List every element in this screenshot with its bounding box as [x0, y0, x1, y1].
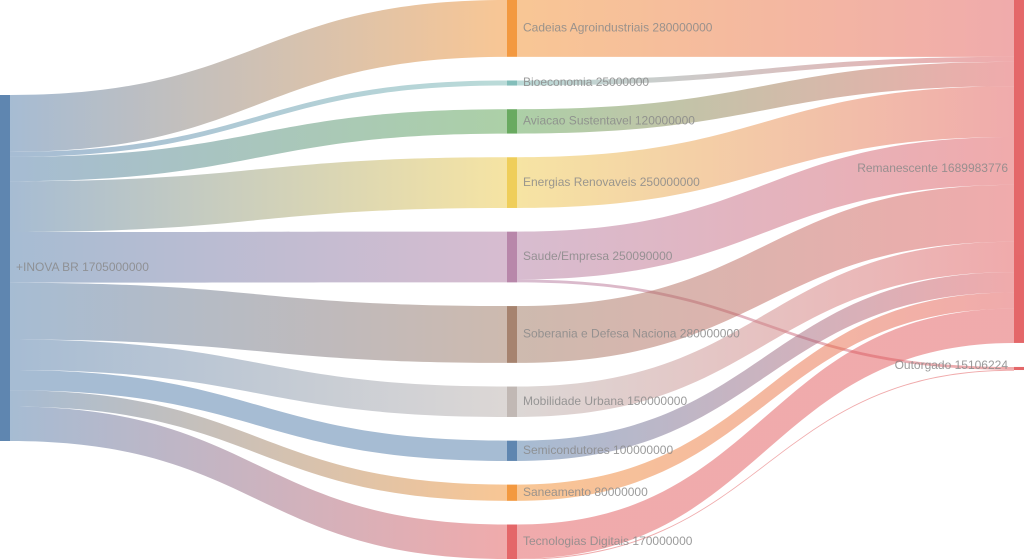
link-tecnologias-to-outorgado[interactable] [517, 369, 1014, 559]
node-inova[interactable] [0, 95, 10, 441]
node-label-saneamento: Saneamento 80000000 [523, 485, 648, 499]
node-label-inova: +INOVA BR 1705000000 [16, 260, 149, 274]
link-inova-to-semi[interactable] [10, 369, 507, 461]
link-inova-to-cadeias[interactable] [10, 0, 507, 152]
node-mobilidade[interactable] [507, 386, 517, 417]
link-inova-to-tecnologias[interactable] [10, 406, 507, 559]
link-inova-to-soberania[interactable] [10, 282, 507, 363]
node-cadeias[interactable] [507, 0, 517, 57]
link-inova-to-energias[interactable] [10, 157, 507, 232]
node-aviacao[interactable] [507, 109, 517, 134]
node-label-energias: Energias Renovaveis 250000000 [523, 175, 700, 189]
link-mobilidade-to-remanescente[interactable] [517, 241, 1014, 417]
link-inova-to-bioeco[interactable] [10, 80, 507, 157]
link-saneamento-to-remanescente[interactable] [517, 292, 1014, 501]
node-label-saude: Saude/Empresa 250090000 [523, 249, 673, 263]
labels-layer: +INOVA BR 1705000000 Cadeias Agroindustri… [16, 21, 1008, 548]
node-semi[interactable] [507, 440, 517, 461]
node-label-outorgado: Outorgado 15106224 [895, 358, 1009, 372]
link-aviacao-to-remanescente[interactable] [517, 61, 1014, 134]
link-inova-to-saneamento[interactable] [10, 390, 507, 501]
node-outorgado[interactable] [1014, 366, 1024, 371]
link-cadeias-to-remanescente[interactable] [517, 0, 1014, 57]
link-inova-to-mobilidade[interactable] [10, 339, 507, 417]
node-saneamento[interactable] [507, 484, 517, 501]
node-label-cadeias: Cadeias Agroindustriais 280000000 [523, 21, 713, 35]
link-energias-to-remanescente[interactable] [517, 86, 1014, 208]
node-label-bioeco: Bioeconomia 25000000 [523, 75, 649, 89]
link-bioeco-to-remanescente[interactable] [517, 56, 1014, 86]
node-tecnologias[interactable] [507, 524, 517, 559]
node-energias[interactable] [507, 157, 517, 208]
node-saude[interactable] [507, 231, 517, 283]
node-soberania[interactable] [507, 306, 517, 363]
node-bioeco[interactable] [507, 80, 517, 86]
link-inova-to-saude[interactable] [10, 231, 507, 283]
node-label-mobilidade: Mobilidade Urbana 150000000 [523, 394, 687, 408]
node-label-remanescente: Remanescente 1689983776 [857, 161, 1008, 175]
link-inova-to-aviacao[interactable] [10, 109, 507, 182]
link-saude-to-remanescente[interactable] [517, 136, 1014, 280]
node-label-tecnologias: Tecnologias Digitais 170000000 [523, 534, 693, 548]
link-soberania-to-remanescente[interactable] [517, 184, 1014, 363]
node-label-semi: Semicondutores 100000000 [523, 443, 673, 457]
node-remanescente[interactable] [1014, 0, 1024, 343]
node-label-aviacao: Aviacao Sustentavel 120000000 [523, 114, 695, 128]
node-label-soberania: Soberania e Defesa Naciona 280000000 [523, 327, 740, 341]
links-layer [10, 0, 1014, 559]
link-tecnologias-to-remanescente[interactable] [517, 308, 1014, 559]
link-semi-to-remanescente[interactable] [517, 272, 1014, 461]
